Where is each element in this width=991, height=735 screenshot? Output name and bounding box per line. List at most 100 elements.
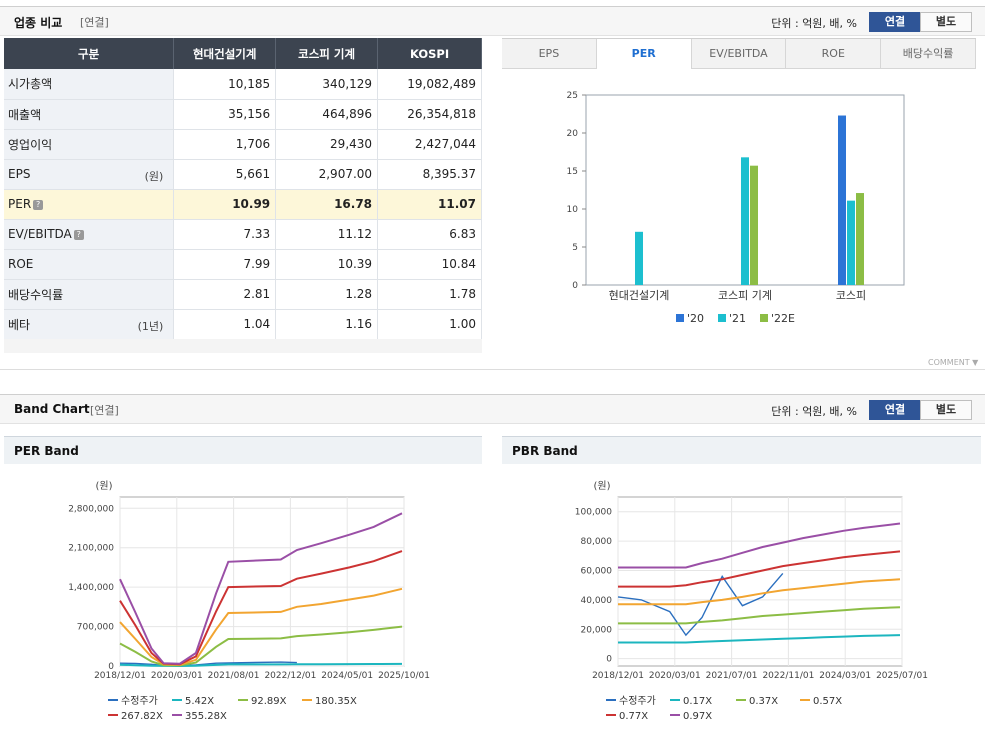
per-bar-chart: 0 5 10 15 20 25 현대건설기계 코스피 기계 코스피 '20 '21 '22E [567, 91, 905, 325]
x-tick-label: 코스피 기계 [718, 289, 772, 302]
legend-label: '20 [687, 312, 704, 325]
band-title: Band Chart [14, 402, 90, 416]
table-cell: 10.99 [173, 189, 277, 220]
bar [847, 200, 855, 285]
row-label: EPS (원) [4, 159, 175, 190]
bar [635, 231, 643, 285]
series-line [119, 587, 403, 666]
legend-label: 0.57X [813, 696, 842, 707]
pbr-band-chart: (원) 0 20,000 40,000 60,000 80,000 100,000 2018/… [575, 480, 928, 722]
legend-label: 5.42X [185, 696, 214, 707]
table-cell: 19,082,489 [377, 69, 482, 100]
comment-toggle[interactable]: COMMENT ▼ [928, 358, 979, 367]
row-label: 베타 (1년) [4, 309, 175, 340]
band-subtitle: [연결] [90, 404, 119, 417]
x-tick-label: 2022/12/01 [264, 671, 316, 681]
row-label-text: 배당수익률 [8, 287, 64, 302]
table-cell: 464,896 [275, 99, 379, 130]
table-row: 영업이익 1,706 29,430 2,427,044 [4, 129, 482, 160]
band-consolidated-button[interactable]: 연결 [869, 400, 921, 420]
series-line [119, 625, 403, 667]
legend-swatch [760, 314, 768, 322]
series-line [119, 662, 403, 668]
bar [856, 193, 864, 285]
table-cell: 11.07 [377, 189, 482, 220]
row-label-text: 시가총액 [8, 77, 53, 92]
x-tick-label: 2022/11/01 [762, 671, 814, 681]
tab-per[interactable]: PER [596, 39, 692, 69]
separate-button[interactable]: 별도 [920, 12, 972, 32]
table-cell: 340,129 [275, 69, 379, 100]
tab-ev-ebitda[interactable]: EV/EBITDA [691, 39, 787, 69]
x-tick-label: 2018/12/01 [592, 671, 644, 681]
col-header: 구분 [4, 38, 175, 69]
table-cell: 6.83 [377, 219, 482, 250]
tab-roe[interactable]: ROE [786, 39, 882, 69]
x-tick-label: 2020/03/01 [151, 671, 203, 681]
help-icon[interactable]: ? [33, 200, 44, 210]
table-row: 시가총액 10,185 340,129 19,082,489 [4, 69, 482, 100]
x-tick-label: 코스피 [836, 289, 866, 302]
table-cell: 26,354,818 [377, 99, 482, 130]
industry-compare-header: 업종 비교 [연결] 단위 : 억원, 배, % 연결 별도 [0, 6, 985, 36]
series-line [618, 606, 901, 625]
table-cell: 8,395.37 [377, 159, 482, 190]
unit-label: 단위 : 억원, 배, % [771, 17, 857, 30]
y-tick-label: 80,000 [581, 537, 613, 547]
col-header: 현대건설기계 [173, 38, 277, 69]
consolidated-button[interactable]: 연결 [869, 12, 921, 32]
table-cell: 7.99 [173, 249, 277, 280]
bar [838, 115, 846, 285]
x-tick-label: 2025/07/01 [876, 671, 928, 681]
row-unit-note: (1년) [137, 319, 164, 333]
series-line [618, 522, 901, 569]
section-title: 업종 비교 [14, 16, 63, 30]
row-label: EV/EBITDA? [4, 219, 175, 250]
table-row: EV/EBITDA? 7.33 11.12 6.83 [4, 219, 482, 250]
y-tick-label: 15 [567, 167, 578, 177]
table-row: 베타 (1년) 1.04 1.16 1.00 [4, 309, 482, 340]
x-tick-label: 현대건설기계 [609, 289, 670, 302]
legend-label: 355.28X [185, 711, 227, 722]
table-cell: 10.39 [275, 249, 379, 280]
series-line [119, 550, 403, 666]
table-row: 배당수익률 2.81 1.28 1.78 [4, 279, 482, 310]
y-tick-label: 0 [606, 655, 612, 665]
legend-label: '22E [771, 312, 795, 325]
row-unit-note: (원) [144, 169, 164, 183]
tab-dividend-yield[interactable]: 배당수익률 [881, 39, 976, 69]
y-axis-label: (원) [95, 480, 112, 492]
row-label-text: ROE [8, 257, 34, 271]
table-row: EPS (원) 5,661 2,907.00 8,395.37 [4, 159, 482, 190]
x-tick-label: 2021/08/01 [208, 671, 260, 681]
legend-label: 0.77X [619, 711, 648, 722]
help-icon[interactable]: ? [73, 230, 84, 240]
y-tick-label: 0 [572, 281, 578, 291]
series-line [119, 512, 403, 665]
table-footer [4, 339, 482, 353]
table-cell: 1.16 [275, 309, 379, 340]
table-cell: 2,427,044 [377, 129, 482, 160]
table-cell: 16.78 [275, 189, 379, 220]
legend-swatch [676, 314, 684, 322]
legend-label: 267.82X [121, 711, 163, 722]
legend-label: 92.89X [251, 696, 287, 707]
y-tick-label: 60,000 [581, 566, 613, 576]
tab-eps[interactable]: EPS [502, 39, 597, 69]
x-tick-label: 2021/07/01 [706, 671, 758, 681]
band-separate-button[interactable]: 별도 [920, 400, 972, 420]
per-band-header: PER Band [4, 436, 482, 464]
legend-swatch [718, 314, 726, 322]
legend-label: 수정주가 [121, 695, 158, 707]
section-subtitle: [연결] [80, 16, 109, 29]
table-cell: 35,156 [173, 99, 277, 130]
series-line [618, 550, 901, 588]
y-tick-label: 10 [567, 205, 579, 215]
y-tick-label: 0 [108, 662, 114, 672]
y-axis-label: (원) [593, 480, 610, 492]
table-cell: 11.12 [275, 219, 379, 250]
pbr-band-header: PBR Band [502, 436, 981, 464]
row-label-text: EPS [8, 167, 31, 181]
x-tick-label: 2024/05/01 [321, 671, 373, 681]
row-label-text: 영업이익 [8, 137, 53, 152]
